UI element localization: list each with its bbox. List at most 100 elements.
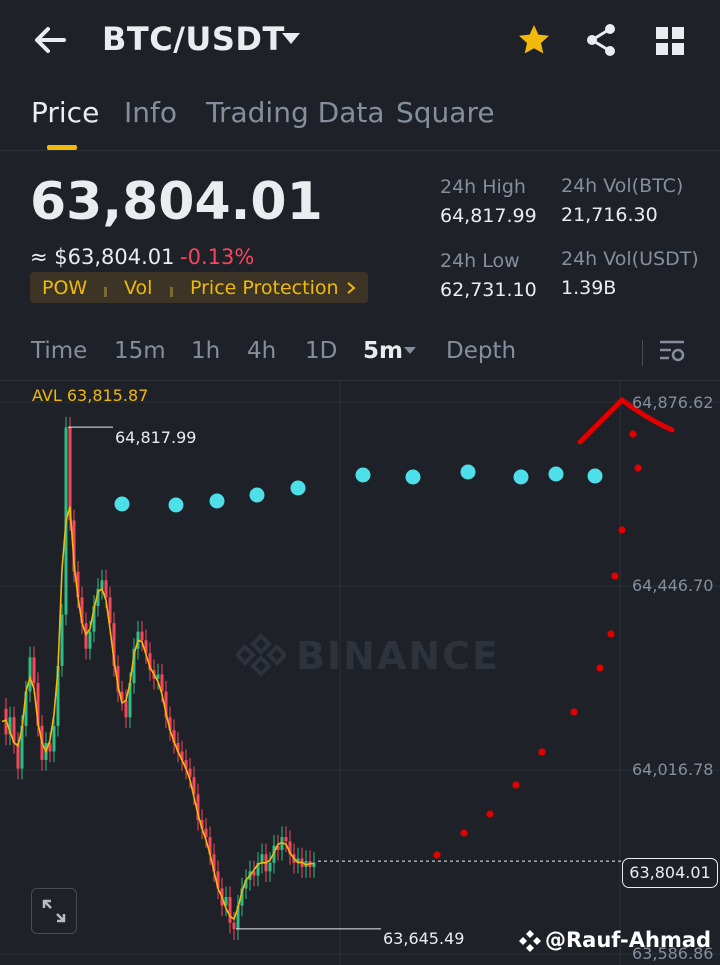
candle-body <box>120 691 124 701</box>
candle-body <box>244 879 248 889</box>
tag-pow[interactable]: POW <box>42 277 88 299</box>
candle-body <box>76 571 80 598</box>
chevron-right-icon[interactable] <box>345 281 357 295</box>
moving-average-line <box>1 506 314 921</box>
candle-body <box>88 631 92 649</box>
annotation-red-dot <box>538 748 546 756</box>
tag-price-protection[interactable]: Price Protection <box>190 277 339 299</box>
candle-body <box>216 871 220 889</box>
tabs-divider <box>0 150 720 151</box>
tab-price[interactable]: Price <box>31 96 100 129</box>
candle-body <box>108 597 112 624</box>
candle-body <box>24 691 28 726</box>
annotation-cyan-dot <box>587 468 603 484</box>
candle-body <box>84 623 88 649</box>
low-24h-label: 24h Low <box>440 250 520 272</box>
price-change-percent: -0.13% <box>180 245 255 269</box>
annotation-red-dot <box>618 526 626 534</box>
vol-btc-label: 24h Vol(BTC) <box>561 175 684 197</box>
candle-body <box>32 657 36 684</box>
share-icon[interactable] <box>584 22 618 58</box>
candle-body <box>192 777 196 795</box>
high-24h-value: 64,817.99 <box>440 205 537 227</box>
candle-body <box>8 717 12 735</box>
tab-square[interactable]: Square <box>396 96 495 129</box>
candle-body <box>236 905 240 930</box>
last-price: 63,804.01 <box>30 172 323 232</box>
candle-body <box>288 841 292 855</box>
annotation-cyan-dot <box>513 469 529 485</box>
candle-body <box>140 631 144 641</box>
binance-logo-icon <box>236 633 286 677</box>
candle-body <box>256 862 260 876</box>
interval-1h[interactable]: 1h <box>191 338 221 364</box>
candle-body <box>160 674 164 692</box>
tag-bar[interactable] <box>30 272 368 303</box>
candle-body <box>268 862 272 872</box>
annotation-red-dot <box>634 464 642 472</box>
tab-info[interactable]: Info <box>124 96 177 129</box>
chart-settings-icon[interactable] <box>658 338 686 364</box>
interval-dropdown-caret-icon[interactable] <box>404 347 416 354</box>
candle-body <box>168 717 172 731</box>
candle-body <box>188 768 192 778</box>
tab-trading-data[interactable]: Trading Data <box>206 96 385 129</box>
candle-body <box>228 897 232 923</box>
candle-body <box>60 614 64 666</box>
candle-body <box>80 597 84 624</box>
interval-time[interactable]: Time <box>31 338 88 364</box>
grid-menu-icon[interactable] <box>655 26 685 56</box>
candle-body <box>72 520 76 572</box>
annotation-cyan-dot <box>114 496 130 512</box>
candle-body <box>176 742 180 752</box>
chart-top-divider <box>0 380 720 381</box>
interval-5m[interactable]: 5m <box>363 338 403 364</box>
interval-15m[interactable]: 15m <box>114 338 166 364</box>
binance-watermark: BINANCE <box>296 634 500 678</box>
interval-depth[interactable]: Depth <box>446 338 517 364</box>
tag-separator <box>170 287 173 297</box>
author-credit: @Rauf-Ahmad <box>545 928 712 952</box>
candle-body <box>184 760 188 769</box>
annotation-red-dot <box>433 851 441 859</box>
back-arrow-icon[interactable] <box>30 22 70 58</box>
pair-dropdown-caret-icon[interactable] <box>282 33 300 44</box>
candle-body <box>20 725 24 769</box>
interval-4h[interactable]: 4h <box>247 338 277 364</box>
candle-body <box>28 657 32 692</box>
candle-body <box>284 837 288 842</box>
annotation-red-dot <box>596 664 604 672</box>
y-axis-tick: 63,586.86 <box>632 944 714 963</box>
vol-usdt-label: 24h Vol(USDT) <box>561 248 699 270</box>
candle-body <box>36 683 40 726</box>
fullscreen-button[interactable] <box>31 888 77 934</box>
annotation-cyan-dot <box>249 487 265 503</box>
favorite-star-icon[interactable] <box>516 22 552 58</box>
candle-body <box>252 871 256 876</box>
pair-title[interactable]: BTC/USDT <box>102 20 285 58</box>
tag-separator <box>104 287 107 297</box>
candle-body <box>196 794 200 820</box>
y-axis-tick: 64,446.70 <box>632 576 714 595</box>
annotation-cyan-dot <box>290 480 306 496</box>
vol-usdt-value: 1.39B <box>561 277 617 299</box>
candle-body <box>312 862 316 868</box>
candle-body <box>304 861 308 868</box>
annotation-cyan-dot <box>168 497 184 513</box>
interval-1d[interactable]: 1D <box>305 338 338 364</box>
interval-separator <box>642 340 643 366</box>
annotation-cyan-dot <box>209 493 225 509</box>
candle-body <box>200 819 204 829</box>
approx-usd-price: ≈ $63,804.01 <box>30 245 175 269</box>
price-chart[interactable] <box>0 380 720 965</box>
candle-body <box>204 828 208 838</box>
candle-body <box>260 854 264 863</box>
tag-vol[interactable]: Vol <box>124 277 153 299</box>
annotation-red-dot <box>629 430 637 438</box>
candle-body <box>224 897 228 906</box>
candle-body <box>212 854 216 872</box>
annotation-red-dot <box>486 810 494 818</box>
current-price-tag[interactable]: 63,804.01 <box>622 858 718 888</box>
avl-label: AVL 63,815.87 <box>32 386 149 405</box>
annotation-cyan-dot <box>548 466 564 482</box>
